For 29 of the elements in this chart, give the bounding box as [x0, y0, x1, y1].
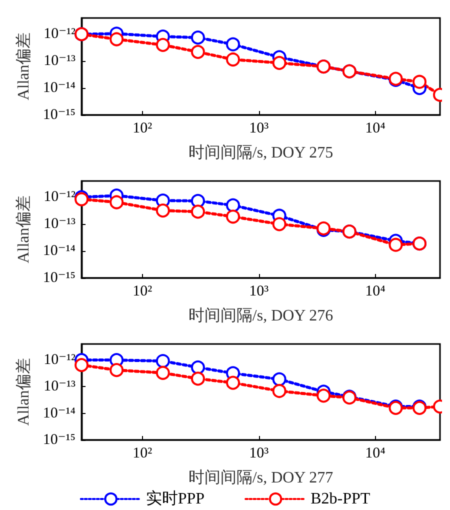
y-tick-label: 10⁻¹⁵: [42, 270, 76, 286]
x-tick-label: 10³: [249, 284, 270, 300]
legend-label: B2b-PPT: [310, 490, 370, 508]
y-tick-label: 10⁻¹⁴: [42, 243, 76, 260]
x-tick-label: 10²: [132, 284, 153, 300]
y-tick-label: 10⁻¹⁵: [42, 107, 76, 123]
y-tick-label: 10⁻¹⁴: [42, 80, 76, 96]
x-axis-title: 时间间隔/s, DOY 276: [188, 306, 334, 324]
y-tick-label: 10⁻¹³: [44, 378, 76, 395]
legend-label: 实时PPP: [146, 490, 205, 508]
y-tick-label: 10⁻¹²: [44, 189, 76, 206]
y-tick-label: 10⁻¹²: [44, 26, 76, 42]
x-tick-label: 10⁴: [365, 120, 386, 136]
y-axis-title: Allan偏差: [14, 32, 32, 100]
x-tick-label: 10⁴: [365, 446, 386, 462]
y-tick-label: 10⁻¹⁵: [42, 432, 76, 448]
y-tick-label: 10⁻¹³: [44, 53, 76, 70]
y-tick-label: 10⁻¹²: [44, 352, 76, 368]
x-tick-label: 10³: [249, 120, 270, 136]
y-axis-title: Allan偏差: [14, 196, 32, 264]
x-tick-label: 10⁴: [365, 284, 386, 300]
x-axis-title: 时间间隔/s, DOY 277: [188, 468, 334, 486]
x-tick-label: 10³: [249, 446, 270, 462]
x-axis-title: 时间间隔/s, DOY 275: [188, 144, 334, 162]
x-tick-label: 10²: [132, 446, 153, 462]
x-tick-label: 10²: [132, 120, 153, 136]
y-axis-title: Allan偏差: [14, 358, 32, 426]
y-tick-label: 10⁻¹⁴: [42, 405, 76, 422]
y-tick-label: 10⁻¹³: [44, 216, 76, 232]
